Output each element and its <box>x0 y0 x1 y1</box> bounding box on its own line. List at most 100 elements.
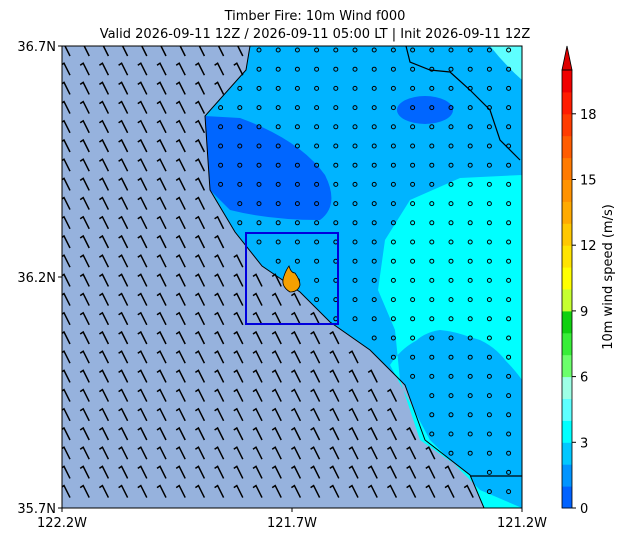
calm-marker <box>390 297 396 303</box>
colorbar-segment <box>562 442 572 465</box>
colorbar-segment <box>562 91 572 115</box>
calm-marker <box>467 105 473 111</box>
wind-barb <box>118 177 129 191</box>
wind-barb <box>79 484 90 498</box>
wind-barb <box>252 465 263 479</box>
wind-barb <box>175 138 186 153</box>
wind-barb <box>79 81 90 95</box>
calm-marker <box>275 105 281 111</box>
calm-marker <box>506 66 512 72</box>
wind-barb <box>386 484 398 498</box>
wind-barb <box>62 350 71 364</box>
slow-zone <box>205 116 332 220</box>
calm-marker <box>371 335 377 341</box>
wind-barb <box>156 350 167 364</box>
calm-marker <box>275 181 281 187</box>
calm-marker <box>448 316 454 322</box>
wind-barb <box>271 484 282 498</box>
calm-marker <box>314 66 320 72</box>
wind-barb <box>252 484 263 498</box>
calm-marker <box>506 220 512 226</box>
wind-barb <box>79 177 90 191</box>
calm-marker <box>294 143 300 149</box>
calm-marker <box>429 201 435 207</box>
calm-marker <box>486 335 492 341</box>
wind-barb <box>156 292 167 306</box>
calm-marker <box>486 220 492 226</box>
wind-barb <box>175 311 186 326</box>
wind-barb <box>137 350 148 364</box>
wind-barb <box>62 196 71 210</box>
calm-marker <box>352 85 358 91</box>
wind-barb <box>137 234 148 249</box>
wind-barb <box>271 369 282 383</box>
wind-barb <box>367 388 378 402</box>
calm-marker <box>486 181 492 187</box>
wind-barb <box>118 234 129 249</box>
calm-marker <box>410 277 416 283</box>
wind-barb <box>118 100 129 114</box>
calm-marker <box>486 489 492 495</box>
wind-barb <box>233 62 244 76</box>
wind-barb <box>444 484 455 498</box>
calm-marker <box>486 393 492 399</box>
calm-marker <box>506 143 512 149</box>
wind-barb <box>329 369 340 383</box>
colorbar-segment <box>562 135 572 159</box>
calm-marker <box>410 181 416 187</box>
wind-barb <box>156 311 167 326</box>
calm-marker <box>218 143 224 149</box>
calm-marker <box>237 201 243 207</box>
wind-barb <box>310 465 321 479</box>
calm-marker <box>448 201 454 207</box>
wind-barb <box>118 446 129 460</box>
wind-barb <box>62 446 71 460</box>
calm-marker <box>294 220 300 226</box>
wind-barb <box>118 292 129 306</box>
wind-barb <box>156 446 167 460</box>
calm-marker <box>218 162 224 168</box>
calm-marker <box>237 162 243 168</box>
calm-marker <box>314 85 320 91</box>
wind-barb <box>156 158 167 172</box>
wind-barb <box>175 177 186 191</box>
wind-barb <box>175 350 186 364</box>
wind-barb <box>252 273 263 287</box>
wind-barb <box>175 407 186 422</box>
calm-marker <box>294 47 300 53</box>
calm-marker <box>429 85 435 91</box>
wind-barb <box>348 388 359 402</box>
calm-marker <box>467 450 473 456</box>
calm-marker <box>429 47 435 53</box>
calm-marker <box>314 239 320 245</box>
wind-barb <box>137 46 148 57</box>
calm-marker <box>410 66 416 72</box>
wind-barb <box>79 196 90 210</box>
wind-barb <box>290 350 302 364</box>
wind-barb <box>156 407 167 422</box>
calm-marker <box>314 105 320 111</box>
wind-barb <box>348 426 359 441</box>
calm-marker <box>486 450 492 456</box>
wind-barb <box>194 311 206 326</box>
wind-barb <box>118 158 129 172</box>
calm-marker <box>390 220 396 226</box>
colorbar-tick-label: 9 <box>580 305 588 320</box>
calm-marker <box>467 124 473 130</box>
wind-barb <box>271 311 282 326</box>
calm-marker <box>275 66 281 72</box>
wind-barb <box>194 369 206 383</box>
wind-barb <box>156 426 167 441</box>
calm-marker <box>486 239 492 245</box>
wind-barb <box>137 465 148 479</box>
wind-barb <box>214 273 225 287</box>
calm-marker <box>390 85 396 91</box>
calm-marker <box>448 450 454 456</box>
calm-marker <box>256 105 262 111</box>
colorbar-segment <box>562 223 572 246</box>
calm-marker <box>294 162 300 168</box>
wind-barb <box>194 350 206 364</box>
calm-marker <box>448 85 454 91</box>
calm-marker <box>448 412 454 418</box>
wind-barb <box>348 407 359 422</box>
